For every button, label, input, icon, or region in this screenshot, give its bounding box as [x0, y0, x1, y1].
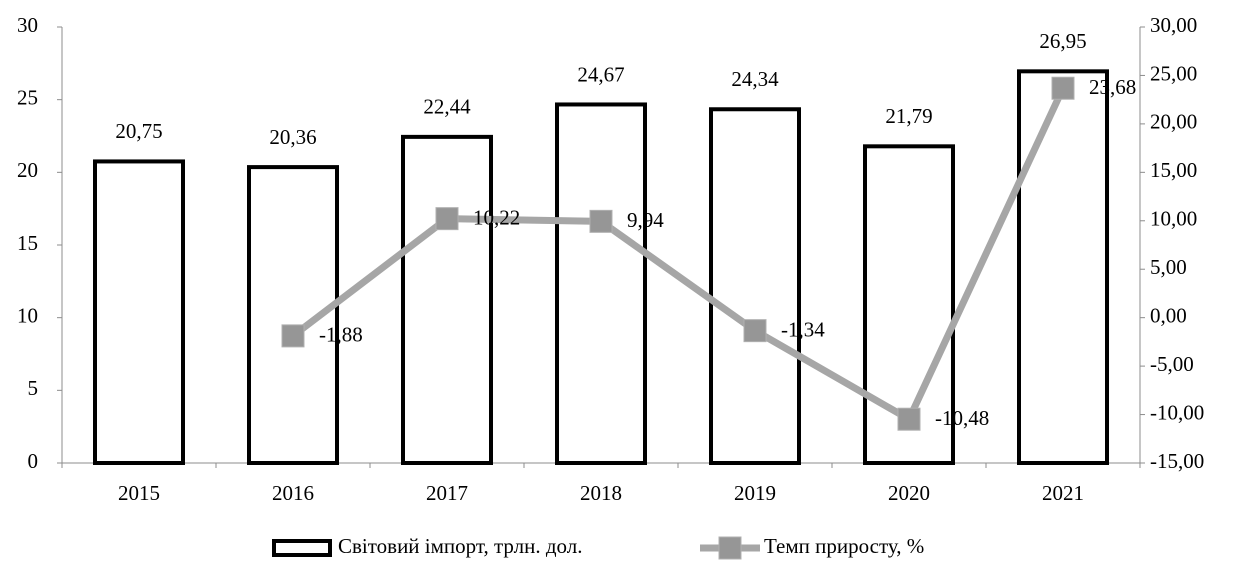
bar — [1017, 69, 1109, 466]
y-tick-label: 0 — [28, 449, 39, 473]
line-marker — [281, 324, 305, 348]
bar-value-label: 20,75 — [115, 119, 162, 143]
bar — [555, 102, 647, 465]
x-tick-label: 2017 — [426, 481, 468, 505]
line-marker — [897, 407, 921, 431]
bar-value-label: 22,44 — [423, 95, 471, 119]
x-tick-label: 2018 — [580, 481, 622, 505]
line-marker — [589, 209, 613, 233]
line-value-label: 9,94 — [627, 208, 664, 232]
line-marker — [1051, 76, 1075, 100]
bar-value-label: 20,36 — [269, 125, 316, 149]
legend-marker — [718, 536, 742, 560]
line-value-label: 10,22 — [473, 205, 520, 229]
y2-tick-label: 20,00 — [1150, 110, 1197, 134]
y2-tick-label: 10,00 — [1150, 207, 1197, 231]
y2-tick-label: -15,00 — [1150, 449, 1204, 473]
x-tick-label: 2015 — [118, 481, 160, 505]
y2-tick-label: -5,00 — [1150, 352, 1194, 376]
line-value-label: -1,88 — [319, 323, 363, 347]
y-tick-label: 25 — [17, 85, 38, 109]
bar-value-label: 24,67 — [577, 62, 624, 86]
y-tick-label: 5 — [28, 376, 39, 400]
bar-value-label: 26,95 — [1039, 29, 1086, 53]
y2-tick-label: 0,00 — [1150, 303, 1187, 327]
y-tick-label: 15 — [17, 231, 38, 255]
bar — [93, 159, 185, 466]
legend-label: Світовий імпорт, трлн. дол. — [338, 534, 583, 558]
y2-tick-label: 15,00 — [1150, 158, 1197, 182]
bar-value-label: 24,34 — [731, 67, 779, 91]
bar-value-label: 21,79 — [885, 104, 932, 128]
y-tick-label: 30 — [17, 13, 38, 37]
y2-tick-label: 5,00 — [1150, 255, 1187, 279]
y2-tick-label: 30,00 — [1150, 13, 1197, 37]
y-tick-label: 10 — [17, 303, 38, 327]
bar — [709, 107, 801, 465]
x-tick-label: 2016 — [272, 481, 314, 505]
y-tick-label: 20 — [17, 158, 38, 182]
y2-tick-label: -10,00 — [1150, 400, 1204, 424]
bar — [863, 144, 955, 465]
line-value-label: -1,34 — [781, 317, 825, 341]
x-tick-label: 2021 — [1042, 481, 1084, 505]
legend-swatch — [272, 539, 332, 557]
bar — [401, 134, 493, 465]
line-value-label: 23,68 — [1089, 75, 1136, 99]
line — [290, 86, 1067, 423]
line-marker — [435, 207, 459, 231]
line-value-label: -10,48 — [935, 406, 989, 430]
x-tick-label: 2019 — [734, 481, 776, 505]
line-marker — [743, 319, 767, 343]
y2-tick-label: 25,00 — [1150, 61, 1197, 85]
x-tick-label: 2020 — [888, 481, 930, 505]
legend-label: Темп приросту, % — [764, 534, 924, 558]
